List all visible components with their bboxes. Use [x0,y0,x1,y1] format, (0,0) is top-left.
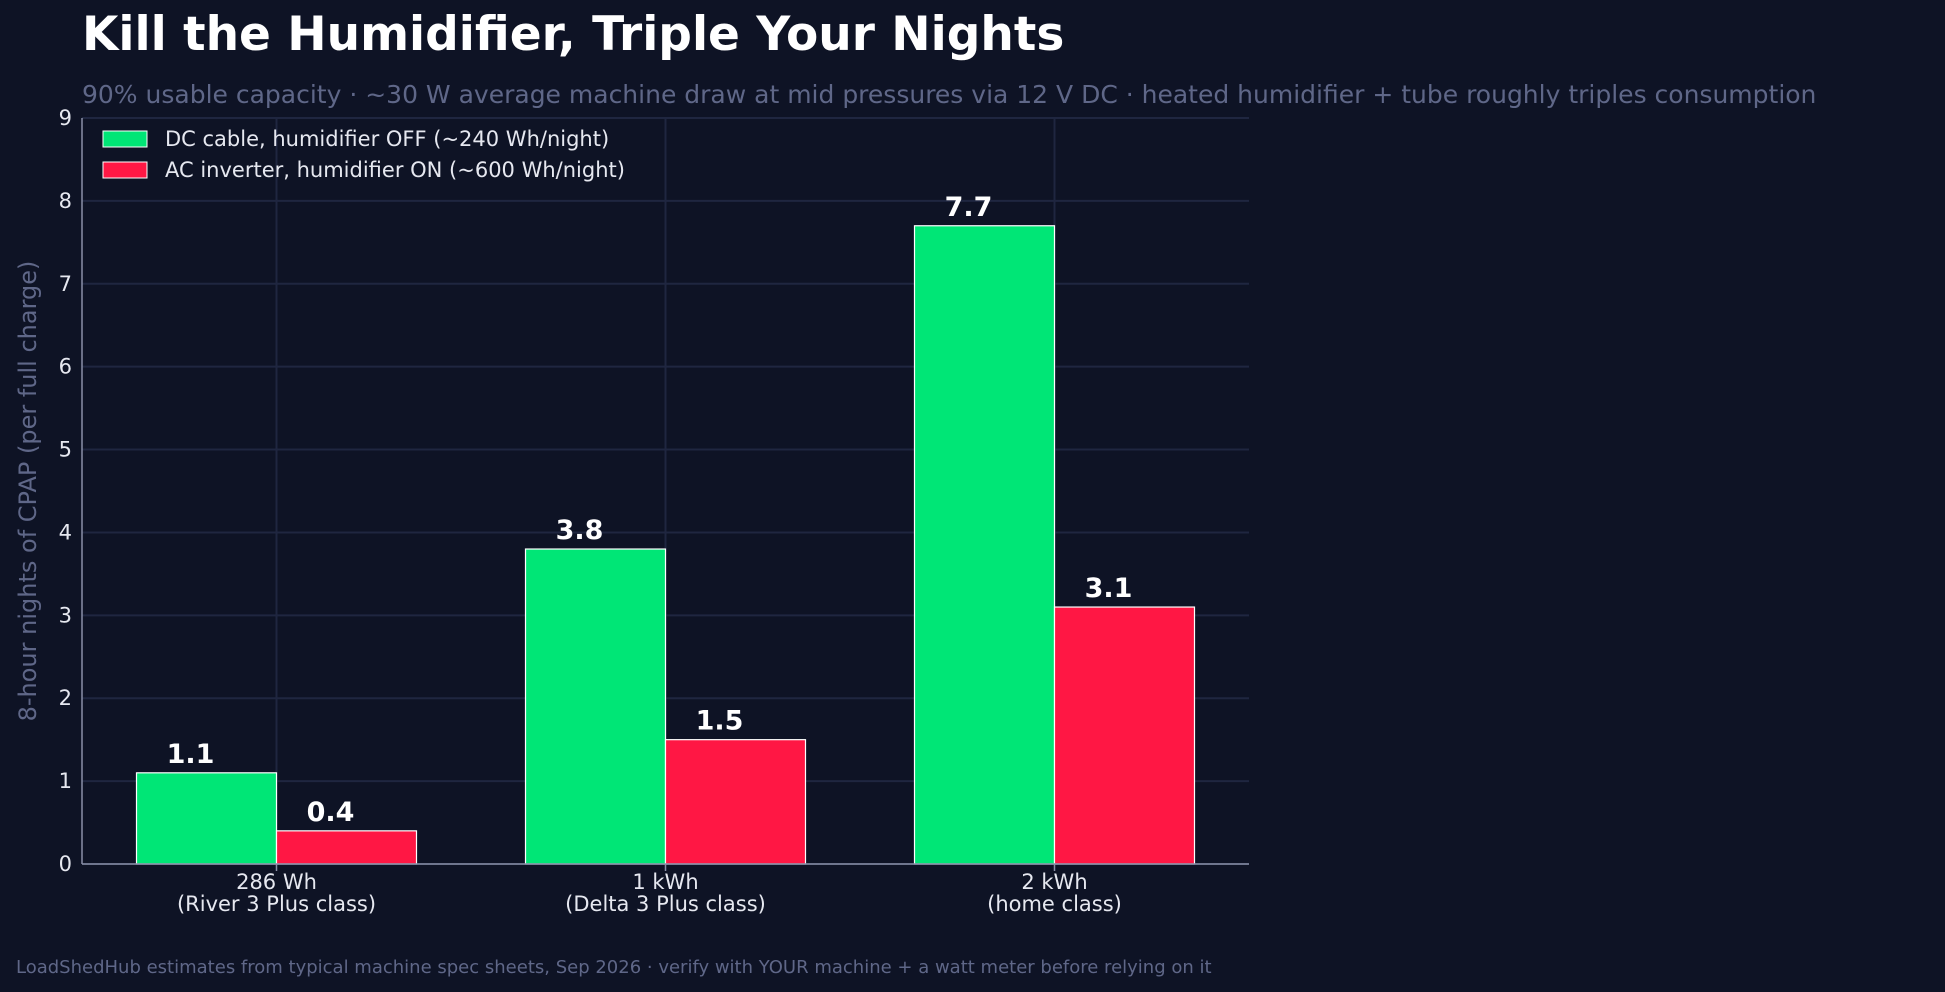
x-tick-label: 1 kWh [632,870,698,894]
bar-value-label: 0.4 [307,797,355,828]
legend: DC cable, humidifier OFF (~240 Wh/night)… [102,127,625,182]
y-tick-label: 6 [59,355,72,379]
y-tick-label: 3 [59,603,72,627]
x-tick-label: (River 3 Plus class) [177,892,376,916]
y-axis-label: 8-hour nights of CPAP (per full charge) [14,261,42,722]
plot-area: 0 1 2 3 4 5 6 7 8 9 1.1 3.8 7.7 0.4 1.5 3.1 286 Wh(River… [59,106,1249,916]
legend-swatch-1 [102,130,148,148]
y-tick-label: 1 [59,769,72,793]
y-tick-label: 5 [59,438,72,462]
bar-series-1-2 [524,548,667,865]
bar-series-2-2 [664,739,807,865]
chart-subtitle: 90% usable capacity · ~30 W average mach… [82,80,1816,109]
legend-label-1: DC cable, humidifier OFF (~240 Wh/night) [165,127,609,151]
legend-swatch-2 [102,161,148,179]
x-tick-label: 2 kWh [1021,870,1087,894]
x-tick-label: 286 Wh [236,870,317,894]
bar-value-label: 1.5 [696,706,744,737]
bar-value-label: 7.7 [945,192,993,223]
legend-label-2: AC inverter, humidifier ON (~600 Wh/nigh… [165,158,625,182]
x-tick-label: (home class) [987,892,1122,916]
chart-title: Kill the Humidifier, Triple Your Nights [82,7,1064,62]
bar-value-label: 3.8 [556,515,604,546]
y-tick-label: 4 [59,520,72,544]
bar-series-2-3 [1053,606,1196,865]
bar-series-2-1 [275,830,418,865]
y-tick-label: 2 [59,686,72,710]
y-tick-label: 0 [59,852,72,876]
bar-series-1-3 [913,225,1056,865]
x-tick-label: (Delta 3 Plus class) [565,892,766,916]
bar-value-label: 1.1 [167,739,215,770]
y-tick-label: 8 [59,189,72,213]
bar-value-label: 3.1 [1085,573,1133,604]
y-tick-label: 7 [59,272,72,296]
bar-series-1-1 [135,772,278,865]
y-tick-label: 9 [59,106,72,130]
chart-footer: LoadShedHub estimates from typical machi… [16,957,1212,978]
